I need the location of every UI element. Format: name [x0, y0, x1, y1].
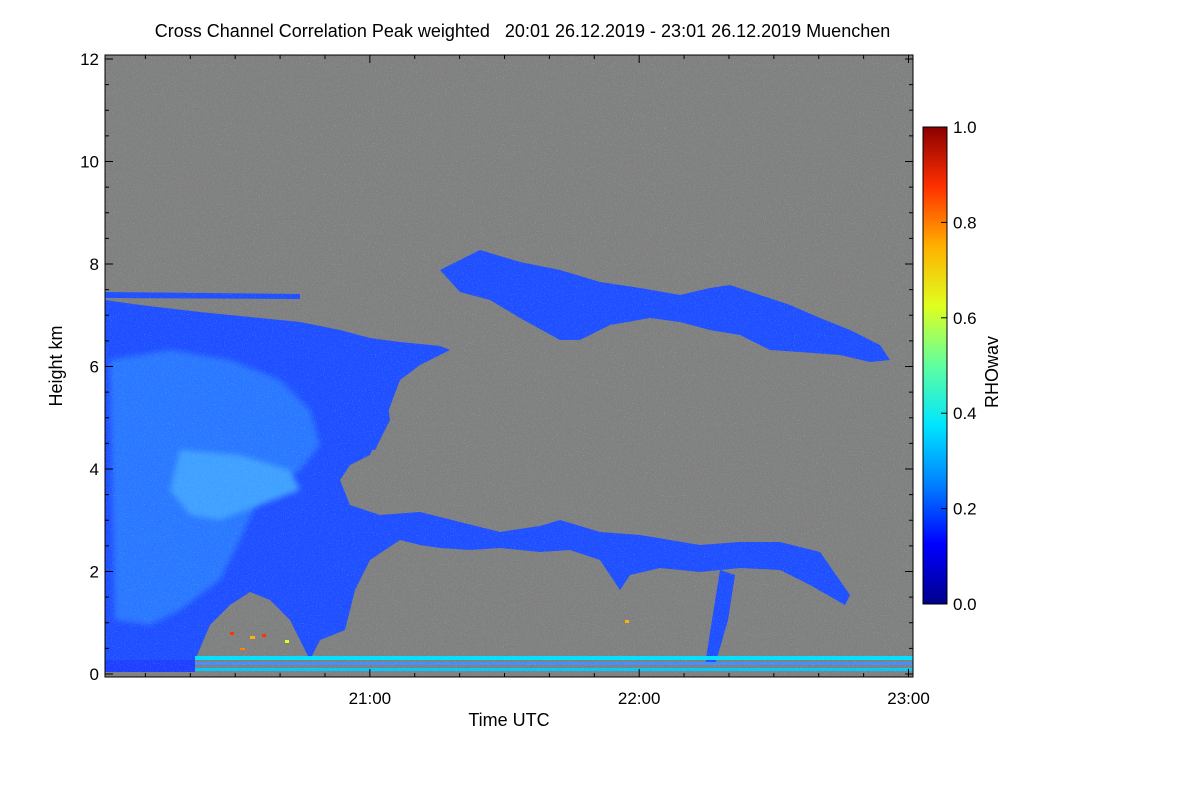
chart-title: Cross Channel Correlation Peak weighted …: [154, 21, 891, 41]
colorbar-tick-label: 0.4: [953, 404, 977, 423]
x-axis: 21:00 22:00 23:00: [144, 55, 930, 708]
y-axis-label: Height km: [46, 325, 66, 406]
cloud-texture: [105, 55, 913, 677]
y-tick-label: 2: [90, 563, 99, 582]
colorbar-ticks: 0.0 0.2 0.4 0.6 0.8 1.0: [941, 118, 977, 614]
colorbar-tick-label: 0.8: [953, 213, 977, 232]
x-tick-label: 21:00: [349, 689, 392, 708]
colorbar-tick-label: 1.0: [953, 118, 977, 137]
colorbar-label: RHOwav: [982, 336, 1002, 408]
y-tick-label: 0: [90, 665, 99, 684]
colorbar-tick-label: 0.2: [953, 500, 977, 519]
colorbar-tick-label: 0.6: [953, 309, 977, 328]
y-axis: 0 2 4 6 8 10 12: [80, 50, 913, 684]
y-tick-label: 4: [90, 460, 99, 479]
y-tick-label: 12: [80, 50, 99, 69]
y-tick-label: 6: [90, 358, 99, 377]
colorbar-tick-label: 0.0: [953, 595, 977, 614]
y-tick-label: 10: [80, 153, 99, 172]
x-tick-label: 23:00: [887, 689, 930, 708]
x-tick-label: 22:00: [618, 689, 661, 708]
x-axis-label: Time UTC: [468, 710, 549, 730]
colorbar: [922, 126, 948, 605]
cloud-layer: [105, 55, 913, 677]
y-tick-label: 8: [90, 255, 99, 274]
